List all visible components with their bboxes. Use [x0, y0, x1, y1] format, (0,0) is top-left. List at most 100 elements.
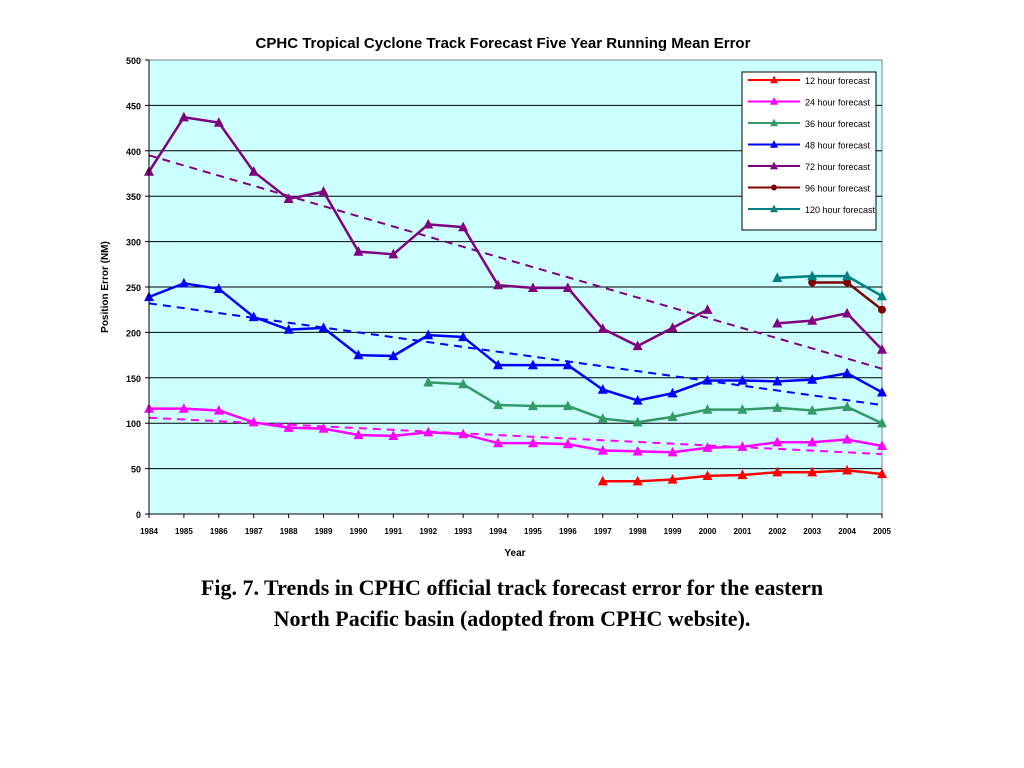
x-tick-label: 1984 [140, 527, 158, 536]
series-96-hour-forecast [808, 278, 886, 314]
trendline [148, 416, 883, 456]
caption-line-1: Fig. 7. Trends in CPHC official track fo… [200, 575, 824, 600]
data-point [702, 304, 713, 314]
data-point [737, 441, 748, 451]
data-point [527, 400, 538, 411]
y-tick-label: 100 [126, 419, 141, 429]
legend-label: 24 hour forecast [805, 98, 871, 108]
data-point [527, 282, 538, 293]
data-point [597, 323, 608, 333]
data-point [877, 468, 887, 479]
data-point [877, 344, 887, 354]
series-line [149, 407, 883, 454]
data-point [770, 161, 778, 170]
y-tick-label: 50 [131, 465, 141, 475]
data-point [842, 367, 853, 378]
data-point [458, 221, 469, 232]
series-12-hour-forecast [597, 464, 887, 486]
data-point [527, 359, 538, 370]
data-point [248, 166, 259, 176]
legend-label: 12 hour forecast [805, 76, 871, 86]
data-point [423, 329, 434, 340]
data-point [772, 317, 783, 328]
data-point [632, 475, 643, 486]
data-point [842, 434, 853, 444]
data-point [353, 349, 364, 360]
data-point [702, 442, 713, 452]
data-point [213, 117, 224, 127]
trendline [148, 154, 883, 370]
data-point [770, 97, 778, 105]
data-point [632, 340, 643, 351]
data-point [493, 437, 504, 448]
data-point [772, 375, 783, 386]
data-point [353, 429, 364, 440]
data-point [632, 395, 643, 405]
x-tick-label: 1989 [315, 527, 333, 536]
data-point [807, 270, 818, 281]
legend: 12 hour forecast 24 hour forecast 36 hour … [741, 71, 877, 231]
series-line [777, 274, 883, 298]
data-point [248, 416, 259, 427]
data-point [877, 417, 887, 428]
figure-caption: Fig. 7. Trends in CPHC official track fo… [0, 572, 1024, 634]
trendlines [148, 154, 883, 456]
series-24-hour-forecast [144, 403, 887, 457]
data-point [178, 277, 189, 288]
x-tick-label: 1990 [350, 527, 368, 536]
data-point [632, 416, 643, 427]
axes: 0 50 100 150 200 250 300 350 400 450 500 1984 1985 19… [126, 56, 891, 536]
data-point [772, 402, 783, 412]
x-tick-label: 1992 [419, 527, 437, 536]
legend-label: 72 hour forecast [805, 162, 871, 172]
x-tick-label: 1993 [454, 527, 472, 536]
x-tick-label: 2003 [803, 527, 821, 536]
data-point [772, 272, 783, 283]
y-tick-label: 400 [126, 147, 141, 157]
data-point [318, 186, 329, 196]
data-point [877, 386, 887, 397]
data-point [493, 399, 504, 410]
data-point [318, 423, 329, 433]
data-point [423, 376, 434, 387]
data-point [353, 246, 364, 256]
data-point [423, 218, 434, 229]
data-point [842, 307, 853, 318]
y-tick-label: 450 [126, 101, 141, 111]
trendline [148, 302, 883, 407]
data-point [808, 278, 817, 287]
data-point [458, 428, 469, 439]
data-point [772, 466, 783, 477]
series-120-hour-forecast [772, 270, 887, 301]
data-point [597, 444, 608, 455]
data-point [493, 359, 504, 370]
series-line [428, 381, 883, 425]
series-line [777, 312, 883, 351]
chart-title: CPHC Tropical Cyclone Track Forecast Fiv… [256, 35, 751, 52]
x-tick-label: 1999 [664, 527, 682, 536]
data-point [667, 387, 678, 398]
y-tick-label: 200 [126, 328, 141, 338]
y-tick-label: 500 [126, 56, 141, 66]
data-point [843, 278, 852, 287]
data-point [807, 374, 818, 384]
series-72-hour-forecast [144, 111, 887, 354]
series-line [148, 282, 883, 402]
data-point [597, 384, 608, 394]
legend-label: 36 hour forecast [805, 119, 871, 129]
data-point [213, 283, 224, 293]
data-point [737, 375, 748, 385]
y-tick-label: 350 [126, 192, 141, 202]
data-point [562, 282, 573, 293]
x-tick-label: 1997 [594, 527, 612, 536]
x-tick-label: 1987 [245, 527, 263, 536]
data-point [770, 75, 778, 84]
data-point [877, 290, 887, 301]
legend-label: 48 hour forecast [805, 141, 871, 151]
series-36-hour-forecast [423, 376, 887, 428]
data-point [527, 437, 538, 448]
data-point [667, 473, 678, 484]
data-point [667, 411, 678, 421]
x-tick-label: 1988 [280, 527, 298, 536]
legend-box [741, 71, 877, 231]
